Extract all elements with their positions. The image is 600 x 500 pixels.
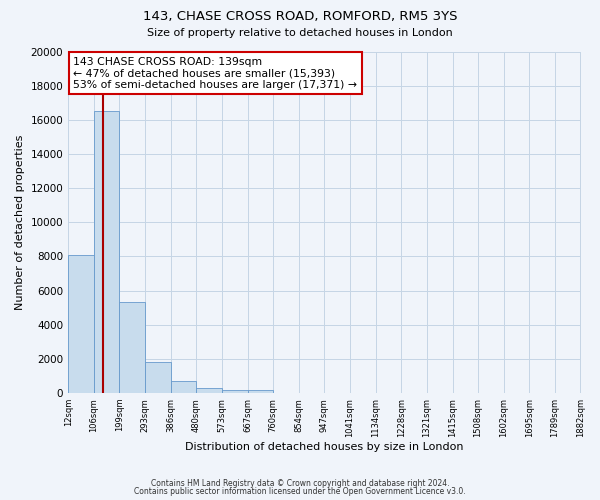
X-axis label: Distribution of detached houses by size in London: Distribution of detached houses by size …: [185, 442, 464, 452]
Text: 143 CHASE CROSS ROAD: 139sqm
← 47% of detached houses are smaller (15,393)
53% o: 143 CHASE CROSS ROAD: 139sqm ← 47% of de…: [73, 56, 357, 90]
Bar: [119, 302, 145, 393]
Text: Contains public sector information licensed under the Open Government Licence v3: Contains public sector information licen…: [134, 487, 466, 496]
Bar: [222, 390, 248, 393]
Y-axis label: Number of detached properties: Number of detached properties: [15, 134, 25, 310]
Bar: [248, 390, 273, 393]
Text: Size of property relative to detached houses in London: Size of property relative to detached ho…: [147, 28, 453, 38]
Text: Contains HM Land Registry data © Crown copyright and database right 2024.: Contains HM Land Registry data © Crown c…: [151, 478, 449, 488]
Bar: [94, 112, 119, 393]
Bar: [196, 388, 222, 393]
Bar: [145, 362, 170, 393]
Bar: [170, 381, 196, 393]
Bar: [68, 254, 94, 393]
Text: 143, CHASE CROSS ROAD, ROMFORD, RM5 3YS: 143, CHASE CROSS ROAD, ROMFORD, RM5 3YS: [143, 10, 457, 23]
